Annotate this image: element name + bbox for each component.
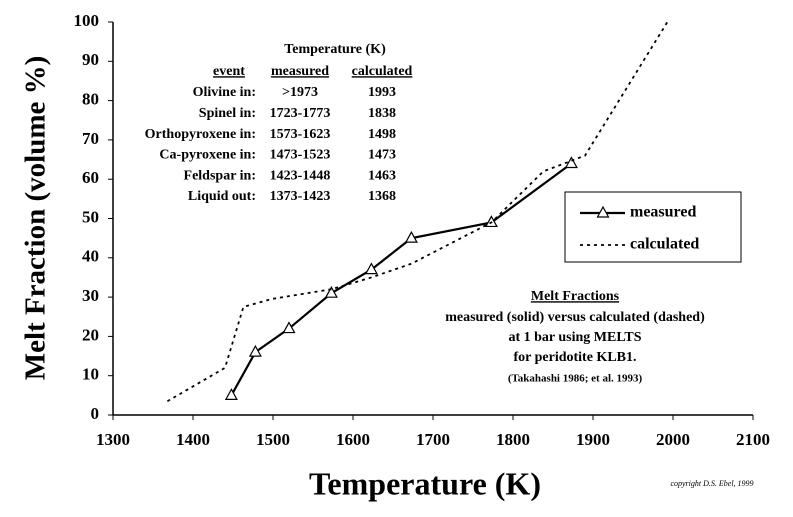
x-tick-label: 2000 [656,430,690,449]
x-tick-label: 1400 [176,430,210,449]
copyright: copyright D.S. Ebel, 1999 [670,479,753,488]
table-cell: >1973 [282,85,318,100]
table-cell: Orthopyroxene in: [145,127,256,142]
x-tick-label: 1800 [496,430,530,449]
x-tick-label: 1300 [96,430,130,449]
y-axis-label: Melt Fraction (volume %) [20,56,52,381]
table-cell: 1993 [368,85,396,100]
table-cell: 1373-1423 [270,189,331,204]
legend-label: calculated [630,236,699,253]
y-tick-label: 50 [82,207,99,226]
point-marker [564,156,578,169]
table-header: event [213,64,245,79]
y-tick-label: 70 [82,129,99,148]
y-tick-label: 90 [82,50,99,69]
x-tick-label: 1900 [576,430,610,449]
x-axis-label: Temperature (K) [309,465,541,501]
series-line [166,21,669,403]
point-marker [282,321,296,334]
table-cell: 1573-1623 [270,127,331,142]
table-cell: Feldspar in: [184,168,256,183]
y-tick-label: 60 [82,168,99,187]
y-tick-label: 20 [82,325,99,344]
table-cell: Liquid out: [188,189,256,204]
y-tick-label: 40 [82,247,99,266]
table-title: Temperature (K) [284,42,386,57]
y-tick-label: 30 [82,286,99,305]
y-tick-label: 80 [82,90,99,109]
table-cell: Spinel in: [199,106,256,121]
table-cell: 1723-1773 [270,106,331,121]
notes-line: measured (solid) versus calculated (dash… [445,310,705,325]
table-cell: 1473 [368,148,396,163]
notes-title: Melt Fractions [531,289,620,304]
series-line [230,162,573,396]
x-tick-label: 1500 [256,430,290,449]
table-cell: 1423-1448 [270,168,331,183]
notes-line: for peridotite KLB1. [513,350,636,365]
table-cell: Ca-pyroxene in: [159,148,256,163]
notes-line: at 1 bar using MELTS [508,330,641,345]
x-tick-label: 2100 [736,430,770,449]
point-marker [364,262,378,275]
table-cell: Olivine in: [193,85,256,100]
point-marker [248,344,262,357]
point-marker [224,388,238,400]
table-cell: 1473-1523 [270,148,331,163]
point-marker [404,230,418,243]
table-header: calculated [352,64,413,79]
point-marker [324,285,338,298]
y-tick-label: 0 [91,404,100,423]
legend-box [564,191,742,263]
table-cell: 1368 [368,189,396,204]
legend-label: measured [630,204,696,221]
table-header: measured [271,64,329,79]
table-cell: 1498 [368,127,396,142]
y-tick-label: 10 [82,365,99,384]
table-cell: 1463 [368,168,396,183]
x-tick-label: 1600 [336,430,370,449]
y-tick-label: 100 [74,11,100,30]
table-cell: 1838 [368,106,396,121]
legend-marker [596,205,610,218]
x-tick-label: 1700 [416,430,450,449]
notes-reference: (Takahashi 1986; et al. 1993) [508,373,643,385]
